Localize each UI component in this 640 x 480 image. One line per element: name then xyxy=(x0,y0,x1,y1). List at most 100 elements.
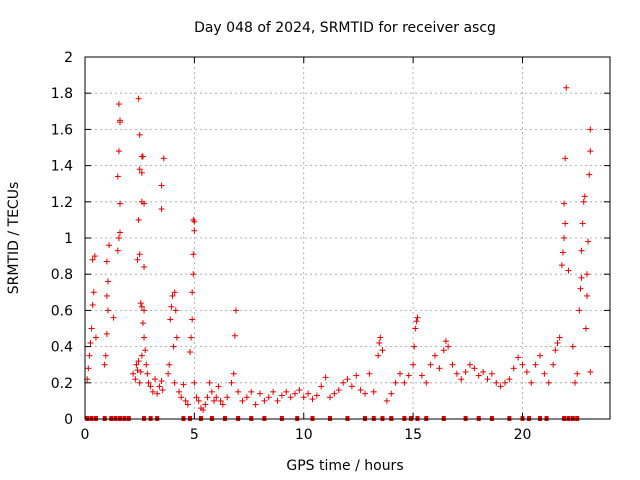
data-point xyxy=(467,361,473,368)
data-point xyxy=(418,372,425,379)
data-point xyxy=(502,379,508,386)
data-point xyxy=(141,200,148,207)
data-point xyxy=(574,370,581,377)
data-point xyxy=(211,397,218,404)
data-point xyxy=(572,379,578,386)
y-tick-label: 0.4 xyxy=(51,340,73,356)
grid-layer xyxy=(85,57,610,419)
data-point xyxy=(552,347,559,354)
data-point xyxy=(178,394,185,401)
ticks-layer: 0 5 10 15 20 0 0.2 0.4 0.6 0.8 1 1.2 1.4 1.6 1.8 2 xyxy=(51,50,610,443)
data-point xyxy=(90,289,97,296)
data-point xyxy=(528,379,535,386)
data-point xyxy=(114,247,121,254)
data-point xyxy=(190,216,197,223)
data-point xyxy=(239,397,246,404)
data-point xyxy=(117,117,123,124)
data-point xyxy=(149,388,156,395)
data-point xyxy=(300,394,307,401)
data-point xyxy=(232,307,239,314)
data-point xyxy=(274,397,281,404)
data-point xyxy=(577,285,584,292)
data-point xyxy=(556,334,563,341)
y-tick-label: 0 xyxy=(64,412,73,428)
data-point xyxy=(135,358,142,365)
data-point xyxy=(554,339,561,346)
data-point xyxy=(278,392,285,399)
data-point xyxy=(569,343,576,350)
data-point xyxy=(142,347,149,354)
data-point xyxy=(188,334,195,341)
data-point xyxy=(187,349,193,356)
data-point xyxy=(103,258,110,265)
data-point xyxy=(442,338,449,345)
data-point xyxy=(231,332,238,339)
data-point xyxy=(215,383,222,390)
data-point xyxy=(576,307,583,314)
data-point xyxy=(423,379,430,386)
data-point xyxy=(318,383,325,390)
data-point xyxy=(184,401,191,408)
data-point xyxy=(141,307,148,314)
data-point xyxy=(147,383,154,390)
data-point xyxy=(138,303,145,310)
data-point xyxy=(190,251,197,258)
data-point xyxy=(283,388,290,395)
data-point xyxy=(190,271,197,278)
data-point xyxy=(587,148,594,155)
data-point xyxy=(91,253,98,260)
data-point xyxy=(287,394,294,401)
data-point xyxy=(180,381,187,388)
data-point xyxy=(462,368,469,375)
data-point xyxy=(480,368,487,375)
data-point xyxy=(145,379,152,386)
data-point xyxy=(135,95,142,102)
data-point xyxy=(493,379,500,386)
data-point xyxy=(401,379,408,386)
data-point xyxy=(143,361,150,368)
data-point xyxy=(313,392,320,399)
data-point xyxy=(169,292,176,299)
data-point xyxy=(379,347,386,354)
data-point xyxy=(410,361,417,368)
data-point xyxy=(193,394,200,401)
data-point xyxy=(172,307,179,314)
data-point xyxy=(158,377,165,384)
data-point xyxy=(432,352,438,359)
data-point xyxy=(139,153,146,160)
data-point xyxy=(170,343,177,350)
data-point xyxy=(561,200,568,207)
data-point xyxy=(335,387,342,394)
data-point xyxy=(176,388,183,395)
data-point xyxy=(117,200,123,207)
data-point xyxy=(366,370,373,377)
y-tick-label: 1.8 xyxy=(51,86,73,102)
data-point xyxy=(392,379,399,386)
data-point xyxy=(135,216,142,223)
data-point xyxy=(191,379,198,386)
data-point xyxy=(144,370,151,377)
data-point xyxy=(412,325,419,332)
data-point xyxy=(488,370,495,377)
data-point xyxy=(138,352,145,359)
data-point xyxy=(228,379,235,386)
y-tick-label: 1.4 xyxy=(51,159,73,175)
data-point xyxy=(165,370,172,377)
data-point xyxy=(101,361,108,368)
y-tick-label: 0.8 xyxy=(51,267,73,283)
data-point xyxy=(541,370,548,377)
data-point xyxy=(171,379,178,386)
data-point xyxy=(357,387,364,394)
y-tick-label: 1.6 xyxy=(51,122,73,138)
data-point xyxy=(103,330,110,337)
data-point xyxy=(195,397,202,404)
data-point xyxy=(353,372,360,379)
data-point xyxy=(475,372,482,379)
data-point xyxy=(156,383,163,390)
data-point xyxy=(484,376,491,383)
data-point xyxy=(141,334,148,341)
data-point xyxy=(445,343,452,350)
data-point xyxy=(206,379,213,386)
data-point xyxy=(309,396,316,403)
chart-title: Day 048 of 2024, SRMTID for receiver asc… xyxy=(194,20,496,36)
